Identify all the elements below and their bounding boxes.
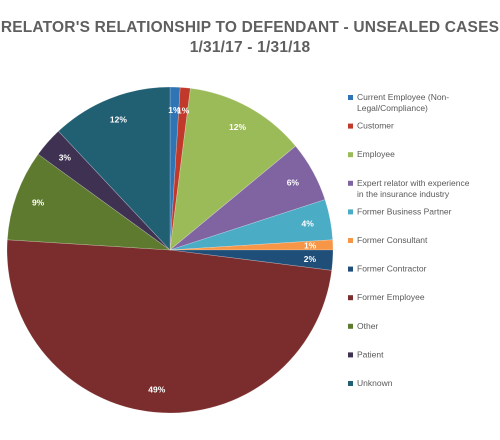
legend-label: Former Business Partner [357, 206, 452, 216]
pie-slice-unknown [57, 86, 171, 251]
pie-slice-current-employee-non-legal-compliance [169, 86, 181, 251]
legend-label: Former Contractor [357, 264, 427, 274]
pie-slice-other [7, 153, 172, 251]
data-label-former-employee: 49% [148, 385, 165, 395]
legend-swatch [348, 323, 353, 329]
pie-slices [6, 86, 334, 414]
legend-label: Customer [357, 121, 394, 131]
legend-label: Employee [357, 149, 395, 159]
legend-label: Former Employee [357, 292, 425, 302]
chart-subtitle: 1/31/17 - 1/31/18 [189, 39, 311, 56]
legend-swatch [348, 95, 353, 100]
legend-item-employee: Employee [348, 149, 395, 159]
legend-swatch [348, 295, 353, 301]
legend-swatch [348, 123, 353, 129]
data-label-customer: 1% [177, 105, 190, 115]
pie-slice-former-consultant [169, 239, 334, 251]
chart-title: RELATOR'S RELATIONSHIP TO DEFENDANT - UN… [0, 19, 500, 36]
data-label-employee: 12% [229, 122, 246, 132]
legend-swatch [348, 152, 353, 158]
legend-label: Former Consultant [357, 235, 428, 245]
legend-item-patient: Patient [348, 349, 384, 359]
legend-swatch [348, 266, 353, 272]
legend-item-expert-relator-with-experience-in-the-insurance-industry: Expert relator with experience in the ins… [348, 178, 470, 199]
pie-slice-former-business-partner [169, 199, 333, 251]
legend-item-former-contractor: Former Contractor [348, 264, 427, 274]
data-label-current-employee-non-legal-compliance: 1% [168, 105, 181, 115]
legend-item-former-employee: Former Employee [348, 292, 425, 302]
data-label-unknown: 12% [110, 115, 127, 125]
data-label-former-contractor: 2% [304, 254, 317, 264]
legend: Current Employee (Non-Legal/Compliance) C… [348, 92, 470, 388]
data-label-other: 9% [32, 198, 45, 208]
legend-label: Expert relator with experience in the ins… [357, 178, 470, 199]
legend-swatch [348, 238, 353, 243]
legend-swatch [348, 180, 353, 186]
legend-swatch [348, 381, 353, 386]
legend-label: Unknown [357, 378, 393, 388]
pie-slice-expert-relator-with-experience-in-the-insurance-industry [169, 145, 326, 251]
legend-label: Current Employee (Non-Legal/Compliance) [357, 92, 449, 113]
data-label-former-business-partner: 4% [302, 219, 315, 229]
legend-swatch [348, 352, 353, 358]
legend-item-former-business-partner: Former Business Partner [348, 206, 452, 216]
data-label-patient: 3% [59, 152, 72, 162]
legend-item-other: Other [348, 321, 378, 331]
legend-item-former-consultant: Former Consultant [348, 235, 428, 245]
pie-slice-former-employee [6, 239, 333, 414]
legend-label: Other [357, 321, 378, 331]
pie-slice-employee [169, 87, 297, 251]
legend-item-current-employee-non-legal-compliance: Current Employee (Non-Legal/Compliance) [348, 92, 449, 113]
data-label-expert-relator-with-experience-in-the-insurance-industry: 6% [287, 177, 300, 187]
legend-item-customer: Customer [348, 121, 394, 131]
pie-slice-patient [37, 130, 171, 251]
chart-title-block: RELATOR'S RELATIONSHIP TO DEFENDANT - UN… [0, 18, 500, 58]
legend-swatch [348, 209, 353, 215]
legend-label: Patient [357, 349, 384, 359]
pie-data-labels: 1%1%12%6%4%1%2%49%9%3%12% [32, 105, 317, 395]
pie-slice-former-contractor [169, 249, 334, 271]
legend-item-unknown: Unknown [348, 378, 393, 388]
pie-slice-customer [169, 87, 191, 251]
data-label-former-consultant: 1% [304, 241, 317, 251]
